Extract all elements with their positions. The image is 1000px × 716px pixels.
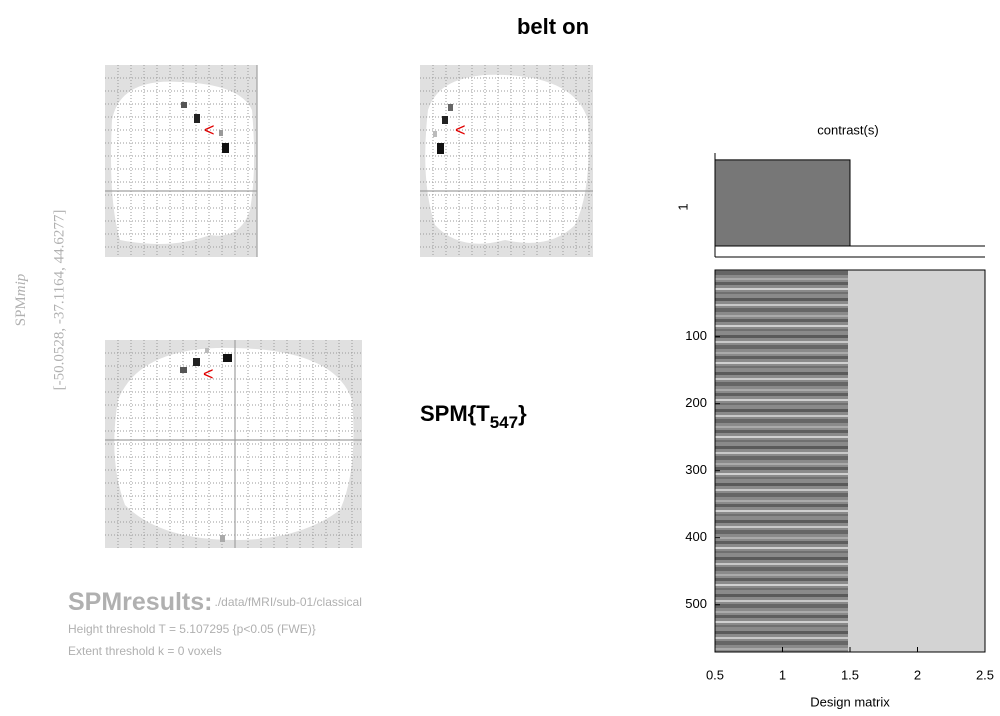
y-tick-label: 500 [685,596,707,611]
contrast-row-label: 1 [675,203,690,210]
x-tick-label: 2 [914,667,921,682]
extent-threshold: Extent threshold k = 0 voxels [68,644,222,658]
svg-text:<: < [204,120,215,140]
y-tick-label: 400 [685,529,707,544]
y-tick-label: 300 [685,462,707,477]
contrast-title: contrast(s) [817,122,878,137]
x-tick-label: 2.5 [976,667,994,682]
y-tick-label: 200 [685,395,707,410]
regressor-column [715,270,848,652]
contrast-panel: contrast(s) 1 [675,122,985,257]
x-tick-label: 0.5 [706,667,724,682]
height-threshold: Height threshold T = 5.107295 {p<0.05 (F… [68,622,316,636]
svg-text:<: < [455,120,466,140]
x-tick-label: 1 [779,667,786,682]
glass-brain-coronal: < [420,65,593,257]
statistic-label: SPM{T547} [420,401,527,433]
results-heading: SPMresults:./data/fMRI/sub-01/classical [68,588,362,616]
glass-brain-axial: < [105,340,362,548]
x-axis-label: Design matrix [810,694,890,709]
design-matrix: Design matrix 0.5 1 1.5 2 2.5 100 200 300 400 500 [685,270,994,709]
y-tick-label: 100 [685,328,707,343]
mip-label: SPMmip [13,273,29,326]
contrast-bar [715,160,850,246]
title: belt on [517,14,589,39]
coordinates: [-50.0528, -37.1164, 44.6277] [51,210,67,391]
svg-text:<: < [203,364,214,384]
constant-column [848,270,985,652]
spm-results-window: belt on < < < SPMmip [-50.0528, -37.1164… [0,0,1000,716]
x-tick-label: 1.5 [841,667,859,682]
glass-brain-sagittal: < [105,65,257,257]
